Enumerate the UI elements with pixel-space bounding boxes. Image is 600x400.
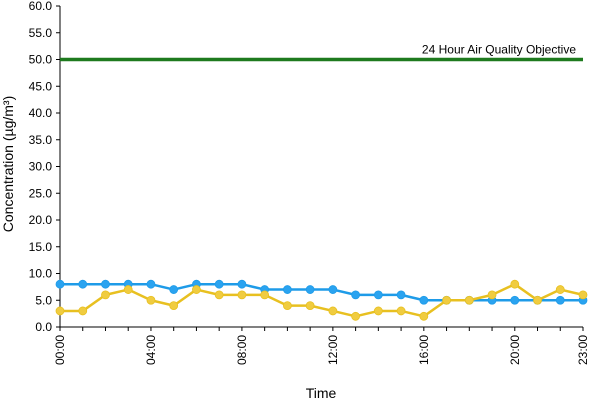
x-tick-label: 16:00 [417,335,431,365]
y-tick-label: 50.0 [29,53,53,67]
reference-line-group: 24 Hour Air Quality Objective [60,43,583,62]
x-axis-title: Time [306,385,337,400]
data-point [487,290,497,300]
x-tick-label: 08:00 [235,335,249,365]
data-point [328,306,338,316]
data-point [351,311,361,321]
y-tick-label: 25.0 [29,186,53,200]
data-point [237,279,247,289]
y-tick-label: 30.0 [29,160,53,174]
data-point [169,285,179,294]
data-point [101,290,110,300]
data-point [282,285,292,294]
data-point [464,295,474,305]
data-point [101,279,110,289]
data-point [510,295,520,305]
y-tick-label: 55.0 [29,26,53,40]
y-tick-label: 5.0 [35,293,52,307]
series-group [55,279,588,321]
data-point [328,285,338,294]
data-point [419,311,429,321]
data-point [373,290,383,300]
y-tick-label: 40.0 [29,106,53,120]
data-point [214,279,224,289]
data-point [237,290,247,300]
y-tick-label: 35.0 [29,133,53,147]
x-tick-label: 20:00 [508,335,522,365]
data-point [78,306,88,316]
data-point [510,279,520,289]
data-point [78,279,88,289]
data-point [55,306,65,316]
x-tick-label: 23:00 [576,335,590,365]
data-point [396,290,406,300]
data-point [351,290,361,300]
x-tick-label: 12:00 [326,335,340,365]
data-point [55,279,65,289]
x-tick-label: 04:00 [144,335,158,365]
data-point [373,306,383,316]
series-line [60,282,583,302]
y-tick-label: 15.0 [29,240,53,254]
y-tick-label: 20.0 [29,213,53,227]
data-point [305,301,315,311]
series-2 [55,279,588,321]
data-point [214,290,224,300]
y-axis-title: Concentration (µg/m³) [0,96,16,232]
data-point [192,285,201,294]
x-tick-label: 00:00 [53,335,67,365]
data-point [146,295,156,305]
data-point [169,301,179,311]
data-point [123,285,133,294]
reference-line-label: 24 Hour Air Quality Objective [422,43,576,57]
data-point [442,295,451,305]
data-point [282,301,292,311]
axes: 0.0 5.0 10.0 15.0 20.0 25.0 30.0 35.0 40.0 45.0 50… [29,0,590,365]
y-tick-label: 60.0 [29,0,53,13]
data-point [578,290,588,300]
data-point [419,295,429,305]
data-point [260,290,270,300]
data-point [555,285,565,294]
y-tick-label: 45.0 [29,79,53,93]
data-point [533,295,542,305]
y-tick-label: 10.0 [29,267,53,281]
data-point [146,279,156,289]
data-point [396,306,406,316]
data-point [555,295,565,305]
data-point [305,285,315,294]
y-tick-label: 0.0 [35,320,52,334]
